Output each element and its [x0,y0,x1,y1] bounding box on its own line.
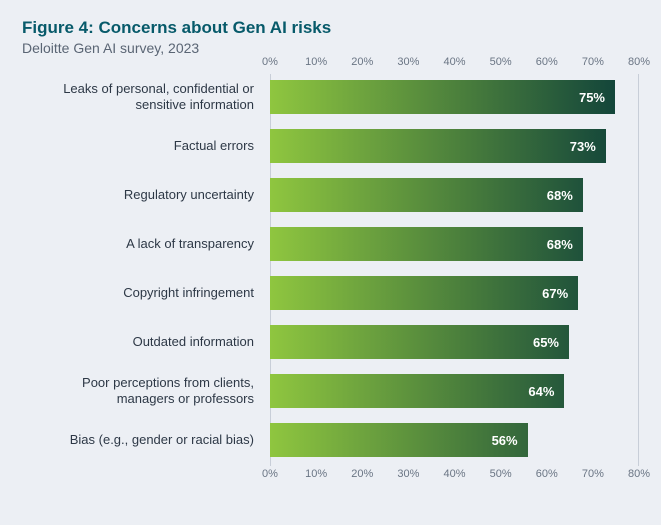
x-tick: 10% [305,56,327,68]
bar-label-text: Leaks of personal, confidential or sensi… [22,81,254,114]
bar: 73% [270,129,606,163]
bar-value: 68% [547,237,573,252]
x-tick: 80% [628,468,650,480]
bar-label: Bias (e.g., gender or racial bias) [22,423,254,457]
bar: 65% [270,325,569,359]
bar-label: Outdated information [22,325,254,359]
bar-value: 64% [528,384,554,399]
bar-label: A lack of transparency [22,227,254,261]
bar-label-text: Factual errors [174,138,254,154]
bar-value: 68% [547,188,573,203]
figure-title: Figure 4: Concerns about Gen AI risks [22,18,639,38]
bar: 68% [270,178,583,212]
x-tick: 30% [397,468,419,480]
figure-container: Figure 4: Concerns about Gen AI risks De… [0,0,661,476]
x-tick: 50% [490,468,512,480]
bar: 67% [270,276,578,310]
x-tick: 70% [582,56,604,68]
bar-label-text: Copyright infringement [123,285,254,301]
figure-subtitle: Deloitte Gen AI survey, 2023 [22,40,639,56]
bar-label-text: Outdated information [133,334,254,350]
x-tick: 60% [536,468,558,480]
x-tick: 60% [536,56,558,68]
bar-label-text: A lack of transparency [126,236,254,252]
bar-label: Poor perceptions from clients, managers … [22,374,254,408]
x-tick: 40% [443,468,465,480]
x-tick: 40% [443,56,465,68]
bar-value: 75% [579,90,605,105]
x-tick: 10% [305,468,327,480]
bar-label-text: Regulatory uncertainty [124,187,254,203]
bar-label: Copyright infringement [22,276,254,310]
x-tick: 20% [351,56,373,68]
bar-value: 56% [492,433,518,448]
x-tick: 50% [490,56,512,68]
x-axis-ticks-top: 0%10%20%30%40%50%60%70%80% [270,56,639,74]
bar-label-text: Poor perceptions from clients, managers … [22,375,254,408]
x-tick: 70% [582,468,604,480]
bar: 68% [270,227,583,261]
bar: 56% [270,423,528,457]
chart: Leaks of personal, confidential or sensi… [22,74,639,466]
bar-value: 67% [542,286,568,301]
plot-column: 0%10%20%30%40%50%60%70%80% 75%73%68%68%6… [270,74,639,466]
x-tick: 30% [397,56,419,68]
bar-label: Leaks of personal, confidential or sensi… [22,80,254,114]
x-tick: 20% [351,468,373,480]
bar-label-text: Bias (e.g., gender or racial bias) [70,432,254,448]
x-tick: 80% [628,56,650,68]
bar: 64% [270,374,564,408]
x-tick: 0% [262,56,278,68]
bar: 75% [270,80,615,114]
x-tick: 0% [262,468,278,480]
bar-label: Regulatory uncertainty [22,178,254,212]
bar-value: 65% [533,335,559,350]
bar-label: Factual errors [22,129,254,163]
plot-area: 75% 73% 68% 68% 67% 65% 64% 56% [270,74,639,466]
bar-value: 73% [570,139,596,154]
y-axis-labels: Leaks of personal, confidential or sensi… [22,74,270,466]
x-axis-ticks-bottom: 0%10%20%30%40%50%60%70%80% [270,468,639,486]
